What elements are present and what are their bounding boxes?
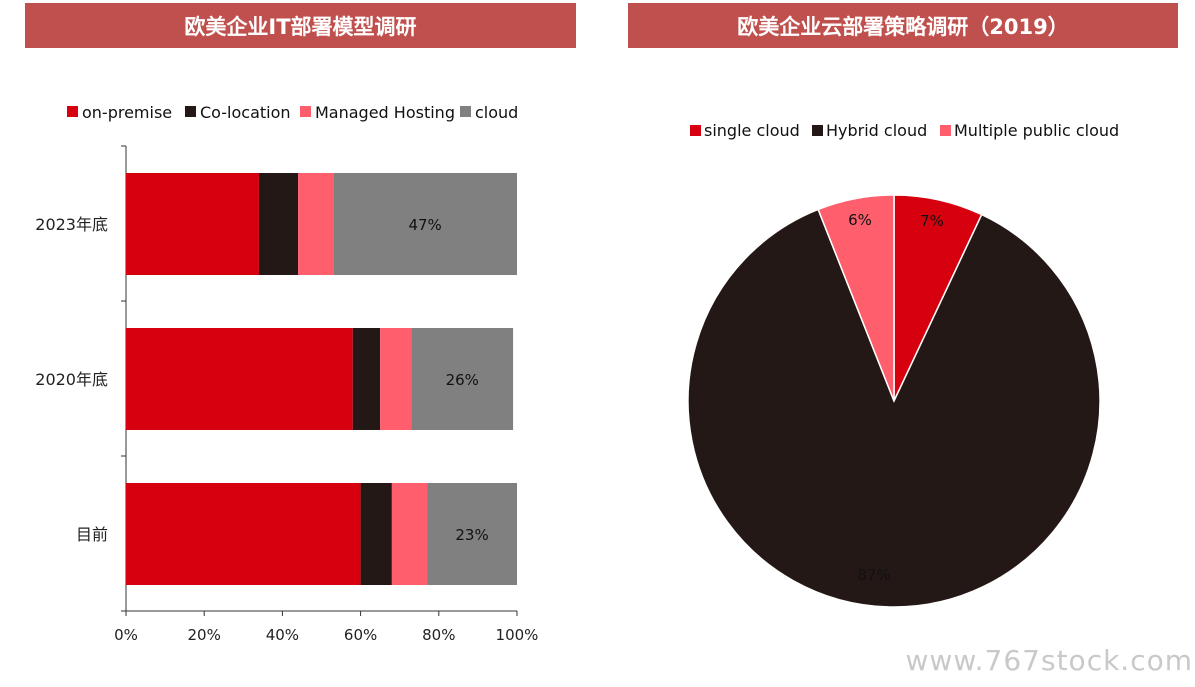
legend-label-1: Co-location (200, 103, 291, 122)
legend-swatch-2 (300, 106, 311, 117)
pie-legend-swatch-1 (812, 125, 823, 136)
legend-swatch-3 (460, 106, 471, 117)
data-label-0: 47% (408, 216, 441, 234)
bar-segment-2-3 (427, 483, 517, 585)
pie-legend-label-0: single cloud (704, 121, 800, 140)
bar-segment-1-0 (126, 328, 353, 430)
stacked-bar-chart: on-premise Co-location Managed Hosting clou… (35, 103, 538, 644)
x-tick-label-5: 100% (496, 626, 539, 644)
legend-label-2: Managed Hosting (315, 103, 455, 122)
legend-swatch-1 (185, 106, 196, 117)
bar-segment-0-3 (333, 173, 517, 275)
pie-chart-title: 欧美企业云部署策略调研（2019） (628, 3, 1178, 48)
pie-legend-swatch-0 (690, 125, 701, 136)
data-label-1: 26% (446, 371, 479, 389)
bar-segment-1-2 (380, 328, 412, 430)
pie-label-1: 87% (857, 566, 890, 584)
bar-segment-2-0 (126, 483, 361, 585)
category-label-2: 目前 (76, 525, 108, 544)
pie-label-0: 7% (920, 212, 944, 230)
x-tick-label-0: 0% (114, 626, 138, 644)
pie-slice-1 (687, 208, 1101, 608)
legend-label-0: on-premise (82, 103, 172, 122)
pie-legend-label-1: Hybrid cloud (826, 121, 927, 140)
watermark: www.767stock.com (905, 644, 1193, 677)
data-label-2: 23% (455, 526, 488, 544)
pie-label-2: 6% (848, 211, 872, 229)
bar-segment-2-1 (360, 483, 392, 585)
bar-segment-1-3 (411, 328, 514, 430)
category-label-1: 2020年底 (35, 370, 108, 389)
legend-swatch-0 (67, 106, 78, 117)
x-tick-label-1: 20% (188, 626, 221, 644)
category-label-0: 2023年底 (35, 215, 108, 234)
pie-legend-swatch-2 (940, 125, 951, 136)
pie-legend-label-2: Multiple public cloud (954, 121, 1119, 140)
bar-segment-0-0 (126, 173, 259, 275)
bar-chart-title: 欧美企业IT部署模型调研 (25, 3, 576, 48)
x-tick-label-4: 80% (422, 626, 455, 644)
bar-segment-0-2 (298, 173, 334, 275)
x-tick-label-3: 60% (344, 626, 377, 644)
legend-label-3: cloud (475, 103, 518, 122)
pie-slice-2 (817, 194, 895, 402)
x-tick-label-2: 40% (266, 626, 299, 644)
bar-segment-0-1 (258, 173, 299, 275)
bar-segment-2-2 (391, 483, 428, 585)
bar-segment-1-1 (352, 328, 381, 430)
pie-chart: single cloud Hybrid cloud Multiple public … (687, 121, 1119, 608)
